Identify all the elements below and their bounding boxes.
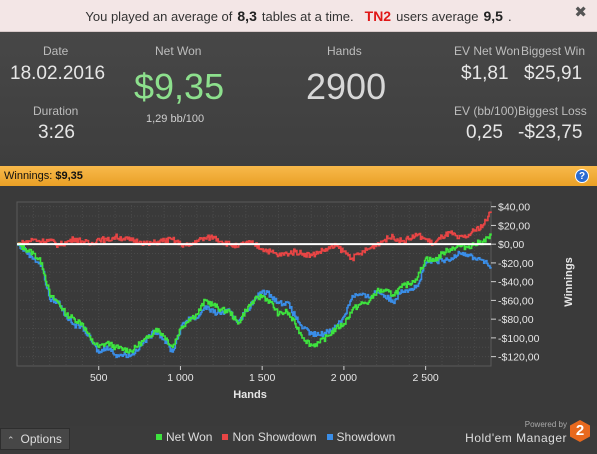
winnings-amount: $9,35 [55, 170, 83, 182]
chart-legend: Net Won Non Showdown Showdown [156, 430, 395, 444]
hem2-logo-icon: 2 [570, 420, 590, 442]
ev-bb-label: EV (bb/100) [454, 104, 519, 118]
y-tick-label: $0,00 [498, 239, 524, 251]
x-tick-label: 1 000 [167, 372, 193, 384]
x-axis-label: Hands [233, 389, 267, 401]
hands-value: 2900 [306, 66, 387, 107]
ev-net-won-label: EV Net Won [454, 44, 520, 58]
legend-label: Non Showdown [232, 430, 317, 444]
legend-swatch [326, 434, 333, 440]
y-tick-label: -$80,00 [498, 314, 534, 326]
winnings-chart: 500 1 000 1 500 2 000 2 500 $40,00 $20,00 $0,0… [0, 186, 597, 426]
legend-label: Showdown [336, 430, 396, 444]
y-tick-label: -$20,00 [498, 258, 534, 270]
duration-label: Duration [33, 104, 79, 118]
user-group-label: TN2 [364, 7, 392, 24]
biggest-loss-label: Biggest Loss [518, 104, 587, 118]
y-tick-label: -$100,00 [498, 333, 540, 345]
chart-series [17, 211, 492, 359]
x-tick-label: 2 000 [331, 372, 357, 384]
x-tick-label: 2 500 [412, 372, 438, 384]
net-won-label: Net Won [155, 44, 202, 58]
winnings-label: Winnings: [4, 170, 53, 182]
options-label: Options [20, 432, 62, 446]
notification-suffix: users average [396, 8, 479, 24]
y-axis-label: Winnings [563, 257, 575, 306]
net-won-value: $9,35 [134, 66, 225, 107]
y-tick-label: -$60,00 [498, 295, 534, 307]
close-icon[interactable]: ✖ [574, 4, 587, 21]
date-value: 18.02.2016 [10, 63, 106, 84]
brand: Powered by Hold'em Manager [465, 420, 567, 447]
y-axis-ticks: $40,00 $20,00 $0,00 -$20,00 -$40,00 -$60,00 -$… [491, 202, 540, 364]
series-line-net-won [17, 233, 492, 354]
y-tick-label: $40,00 [498, 202, 530, 214]
avg-tables-value: 8,3 [237, 7, 257, 24]
biggest-win-label: Biggest Win [521, 44, 586, 58]
legend-swatch [156, 434, 162, 440]
legend-swatch [222, 434, 229, 440]
winnings-header: Winnings: $9,35 ? [0, 166, 597, 186]
ev-net-won-value: $1,81 [461, 63, 509, 84]
x-tick-label: 1 500 [249, 372, 275, 384]
notification-bar: You played an average of 8,3 tables at a… [0, 0, 597, 32]
y-tick-label: -$40,00 [498, 277, 534, 289]
date-label: Date [43, 44, 69, 58]
legend-item-non-showdown[interactable]: Non Showdown [222, 430, 317, 444]
session-stats-panel: Date 18.02.2016 Duration 3:26 Net Won $9… [0, 32, 597, 166]
help-icon[interactable]: ? [575, 169, 589, 183]
brand-name: Hold'em Manager [465, 431, 567, 445]
legend-item-showdown[interactable]: Showdown [326, 430, 396, 444]
notification-message: You played an average of 8,3 tables at a… [85, 8, 511, 24]
x-axis-ticks: 500 1 000 1 500 2 000 2 500 [90, 366, 439, 384]
net-won-bb: 1,29 bb/100 [146, 113, 205, 125]
y-tick-label: -$120,00 [498, 352, 540, 364]
chevron-up-icon: ⌃ [7, 435, 15, 445]
hands-label: Hands [327, 44, 362, 58]
group-avg-value: 9,5 [483, 7, 503, 24]
x-tick-label: 500 [90, 372, 108, 384]
bottom-bar: ⌃ Options Net Won Non Showdown Showdown P… [0, 420, 597, 454]
biggest-win-value: $25,91 [524, 63, 583, 84]
notification-prefix: You played an average of [85, 8, 233, 24]
ev-bb-value: 0,25 [466, 122, 503, 143]
legend-label: Net Won [166, 430, 213, 444]
duration-value: 3:26 [38, 122, 75, 143]
y-tick-label: $20,00 [498, 220, 530, 232]
notification-middle: tables at a time. [261, 8, 354, 24]
legend-item-net-won[interactable]: Net Won [156, 430, 212, 444]
biggest-loss-value: -$23,75 [518, 122, 583, 143]
options-button[interactable]: ⌃ Options [0, 428, 70, 450]
powered-by-text: Powered by [524, 420, 567, 429]
winnings-chart-svg: 500 1 000 1 500 2 000 2 500 $40,00 $20,00 $0,0… [16, 201, 575, 401]
notification-dot: . [507, 8, 512, 24]
